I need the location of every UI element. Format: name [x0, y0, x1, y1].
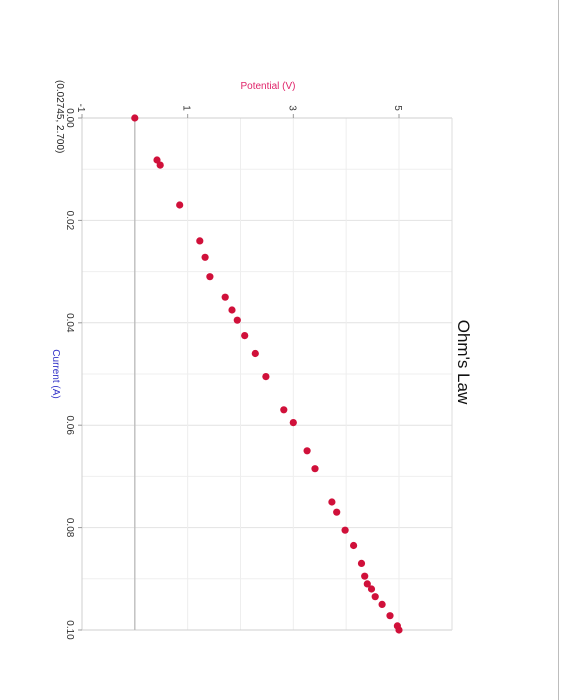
data-point	[328, 498, 336, 506]
axes	[78, 114, 453, 631]
data-point	[206, 273, 214, 281]
y-tick-label: 1	[181, 105, 192, 111]
data-point	[333, 508, 341, 516]
data-point	[196, 237, 204, 245]
data-point	[201, 253, 209, 261]
x-tick-label: 0.02	[64, 211, 75, 231]
data-point	[361, 572, 369, 580]
data-point	[251, 349, 259, 358]
data-point	[262, 373, 270, 381]
data-point	[156, 161, 164, 169]
data-point	[280, 406, 288, 414]
data-point	[289, 419, 297, 427]
tick-labels: 0.00 0.02 0.04 0.06 0.08 0.10 -1 1 3 5	[64, 104, 403, 641]
data-point	[233, 316, 241, 324]
data-point	[395, 626, 403, 634]
x-axis-title: Current (A)	[50, 349, 61, 398]
data-point	[367, 585, 376, 593]
page-right-border	[558, 0, 568, 700]
cursor-coordinate-readout: (0.02745, 2.700)	[54, 80, 65, 153]
y-axis-title: Potential (V)	[240, 81, 295, 92]
data-point	[131, 114, 139, 122]
data-point	[241, 332, 249, 340]
data-point	[341, 526, 349, 534]
y-tick-label: 5	[392, 105, 403, 111]
data-point	[221, 293, 229, 301]
data-points	[131, 114, 403, 634]
x-tick-label: 0.00	[64, 108, 75, 128]
x-tick-label: 0.08	[64, 518, 75, 538]
data-point	[371, 593, 379, 601]
data-point	[378, 600, 386, 609]
data-point	[386, 612, 394, 620]
y-tick-label: -1	[75, 104, 86, 113]
chart-title: Ohm's Law	[454, 320, 473, 405]
data-point	[357, 559, 366, 568]
data-point	[363, 580, 371, 588]
data-point	[311, 465, 319, 473]
data-point	[303, 447, 311, 455]
data-point	[176, 201, 184, 209]
y-tick-label: 3	[286, 105, 297, 111]
x-tick-label: 0.10	[64, 620, 75, 640]
x-tick-label: 0.04	[64, 313, 75, 333]
data-point	[350, 541, 358, 550]
x-tick-label: 0.06	[64, 415, 75, 435]
data-point	[228, 306, 236, 314]
